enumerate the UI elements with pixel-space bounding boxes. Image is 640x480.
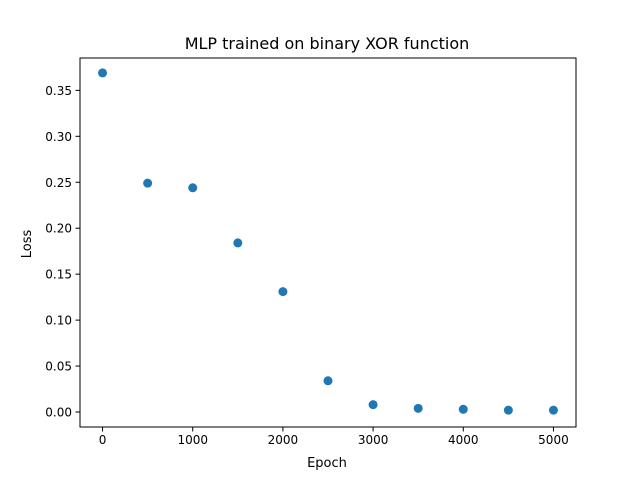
x-axis: 0 1000 2000 3000 4000 5000 xyxy=(99,427,569,447)
y-tick-label: 0.25 xyxy=(45,176,72,190)
data-point xyxy=(368,400,378,410)
y-tick-label: 0.20 xyxy=(45,222,72,236)
x-tick-label: 0 xyxy=(99,433,107,447)
y-axis: 0.00 0.05 0.10 0.15 0.20 0.25 0.30 0.35 xyxy=(45,84,80,420)
y-tick-label: 0.00 xyxy=(45,406,72,420)
data-point xyxy=(233,238,243,248)
x-axis-label: Epoch xyxy=(307,456,347,471)
x-tick-label: 3000 xyxy=(358,433,389,447)
plot-frame xyxy=(79,57,577,428)
x-tick-label: 2000 xyxy=(268,433,299,447)
data-point xyxy=(278,287,288,297)
x-tick-label: 1000 xyxy=(177,433,208,447)
data-points xyxy=(98,68,558,415)
plot-area xyxy=(79,57,577,428)
data-point xyxy=(98,68,108,78)
x-tick-label: 4000 xyxy=(448,433,479,447)
y-tick-label: 0.05 xyxy=(45,360,72,374)
x-tick-label: 5000 xyxy=(538,433,569,447)
data-point xyxy=(143,178,153,188)
data-point xyxy=(188,183,198,193)
data-point xyxy=(503,405,513,415)
data-point xyxy=(458,404,468,414)
data-point xyxy=(548,405,558,415)
data-point xyxy=(413,403,423,413)
data-point xyxy=(323,376,333,386)
y-axis-label: Loss xyxy=(20,230,35,259)
y-tick-label: 0.15 xyxy=(45,268,72,282)
y-tick-label: 0.10 xyxy=(45,314,72,328)
chart-title: MLP trained on binary XOR function xyxy=(185,34,470,53)
y-tick-label: 0.30 xyxy=(45,130,72,144)
y-tick-label: 0.35 xyxy=(45,84,72,98)
